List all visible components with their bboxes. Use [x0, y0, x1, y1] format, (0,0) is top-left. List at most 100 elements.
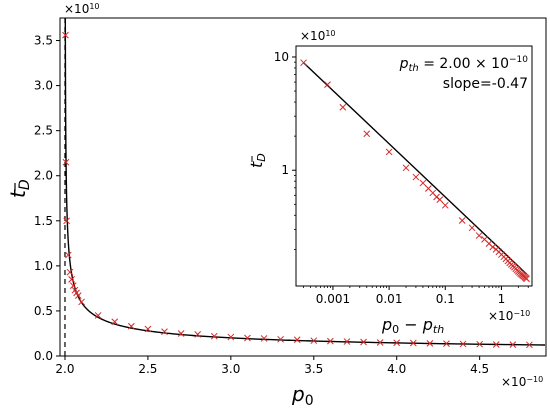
main-data-point	[161, 328, 168, 336]
main-data-point	[343, 338, 351, 345]
main-y-ticks: 0.0 0.5 1.0 1.5 2.0 2.5 3.0 3.5	[34, 34, 60, 363]
inset-data-point	[468, 224, 476, 232]
main-data-point	[94, 312, 102, 319]
main-data-point	[210, 332, 218, 340]
main-y-tick-label: 0.5	[34, 304, 53, 318]
main-data-point	[62, 31, 69, 39]
inset-data-point	[489, 243, 497, 251]
main-data-point	[64, 251, 72, 259]
main-data-point	[194, 331, 202, 338]
main-data-point	[111, 318, 119, 326]
inset-pth-power: −10	[509, 55, 528, 65]
main-x-exponent-power: −10	[526, 375, 543, 384]
main-data-point	[310, 337, 318, 345]
inset-x-tick-label: 0.001	[316, 292, 350, 306]
inset-pth-annotation: pth = 2.00 × 10−10	[399, 55, 529, 74]
main-data-point	[78, 298, 85, 306]
main-data-point	[74, 292, 82, 299]
main-y-tick-label: 3.5	[34, 34, 53, 48]
inset-x-tick-label: 1	[498, 292, 506, 306]
inset-pth-prefix: p	[399, 56, 409, 72]
main-data-point	[68, 276, 75, 283]
main-x-exponent: ×10−10	[501, 375, 543, 390]
inset-data-point	[523, 275, 530, 283]
main-y-tick-label: 0.0	[34, 349, 53, 363]
main-data-point	[63, 217, 70, 225]
inset-y-tick-label: 10	[274, 50, 289, 64]
inset-pth-value: = 2.00 × 10	[419, 56, 509, 72]
main-data-point	[426, 340, 434, 347]
main-data-point	[376, 339, 384, 346]
main-x-ticks: 2.0 2.5 3.0 3.5 4.0 4.5	[55, 356, 489, 376]
inset-data-point	[441, 201, 449, 209]
main-y-tick-label: 2.5	[34, 124, 53, 138]
main-x-tick-label: 3.0	[221, 362, 240, 376]
main-data-point	[393, 339, 401, 347]
main-x-tick-label: 3.5	[304, 362, 323, 376]
main-data-point	[327, 337, 334, 345]
inset-frame	[295, 45, 533, 287]
main-y-tick-label: 1.0	[34, 259, 53, 273]
inset-y-tick-label: 1	[281, 163, 289, 177]
main-x-tick-label: 2.5	[138, 362, 157, 376]
main-data-point	[127, 322, 135, 330]
inset-y-exponent-base: ×10	[300, 29, 325, 43]
main-data-point	[360, 338, 367, 346]
main-plot-frame	[59, 17, 547, 357]
inset-data-point	[402, 164, 410, 172]
inset-fit-line	[303, 62, 528, 275]
inset-data-point	[436, 196, 444, 203]
inset-data-point	[385, 148, 393, 156]
inset-data-point	[412, 173, 420, 181]
main-data-point	[443, 340, 450, 348]
inset-pth-sub: th	[408, 63, 418, 74]
inset-markers	[300, 59, 530, 283]
inset-data-point	[300, 59, 307, 67]
main-data-point	[476, 340, 484, 348]
inset-y-ticks: 1 10	[274, 50, 296, 250]
inset-data-point	[324, 81, 331, 88]
main-data-point	[244, 334, 251, 342]
main-y-tick-label: 3.0	[34, 79, 53, 93]
inset-slope-annotation: slope=-0.47	[443, 76, 528, 92]
main-data-point	[62, 158, 70, 166]
inset-data-point	[475, 232, 483, 239]
main-x-exponent-base: ×10	[501, 375, 526, 389]
inset-x-exponent-base: ×10	[488, 309, 513, 323]
main-data-point	[177, 330, 185, 337]
main-x-tick-label: 4.0	[387, 362, 406, 376]
main-data-point	[260, 335, 268, 342]
inset-plot: 0.001 0.01 0.1 1 110 ×1010 ×10−10 p0 − pth …	[247, 29, 534, 336]
main-data-point	[144, 325, 152, 333]
main-data-point	[492, 341, 500, 348]
inset-data-point	[339, 103, 347, 111]
inset-x-tick-label: 0.1	[436, 292, 455, 306]
main-data-point	[526, 341, 533, 349]
inset-data-point	[458, 217, 466, 224]
main-y-exponent: ×1010	[64, 2, 100, 17]
inset-y-exponent-power: 10	[325, 29, 335, 38]
main-data-point	[66, 268, 74, 276]
main-markers	[62, 31, 533, 349]
main-x-tick-label: 4.5	[470, 362, 489, 376]
main-data-point	[227, 333, 235, 341]
main-data-point	[69, 282, 77, 290]
main-data-point	[293, 336, 301, 344]
inset-x-tick-label: 0.01	[376, 292, 403, 306]
inset-data-point	[419, 179, 427, 187]
main-y-tick-label: 2.0	[34, 169, 53, 183]
main-data-point	[277, 335, 284, 343]
main-y-exponent-power: 10	[89, 2, 99, 11]
main-y-exponent-base: ×10	[64, 2, 89, 16]
main-y-tick-label: 1.5	[34, 214, 53, 228]
inset-y-exponent: ×1010	[300, 29, 336, 44]
main-data-point	[409, 339, 417, 347]
inset-data-point	[363, 130, 371, 138]
main-data-point	[509, 341, 517, 348]
main-x-tick-label: 2.0	[55, 362, 74, 376]
main-plot: 2.0 2.5 3.0 3.5 4.0 4.5 0.0 0.5 1.0 1.5 2.0 2.5 3.0…	[6, 2, 547, 408]
main-data-point	[459, 340, 467, 348]
inset-x-ticks: 0.001 0.01 0.1 1	[303, 286, 529, 306]
inset-x-exponent-power: −10	[513, 309, 530, 318]
